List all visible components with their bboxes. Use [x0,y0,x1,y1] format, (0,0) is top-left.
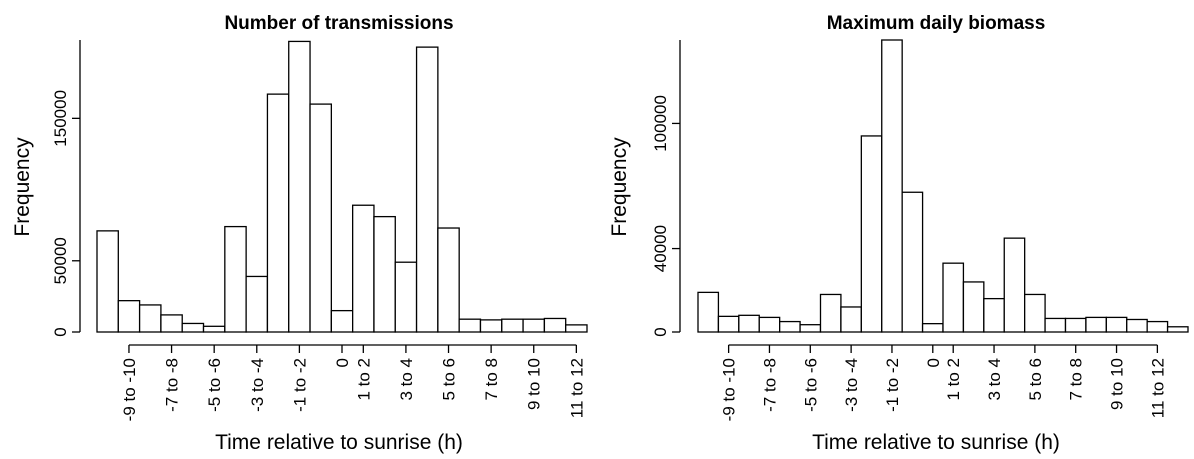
bar [962,281,985,333]
bar [288,40,311,333]
y-tick-label: 100000 [651,95,670,152]
bar [901,191,924,333]
x-axis-label: Time relative to sunrise (h) [215,431,463,454]
bar [224,225,247,333]
y-tick-label: 40000 [651,225,670,272]
bar [697,291,720,333]
bar [202,325,226,333]
bar [799,324,822,333]
x-tick-label: -5 to -6 [801,358,820,412]
bar [479,319,503,333]
bar [1166,326,1189,333]
bar [1146,320,1169,333]
chart-panel-transmissions: Number of transmissions Time relative to… [11,13,588,454]
x-tick-label: -9 to -10 [720,358,739,421]
x-tick-label: 0 [924,358,943,367]
x-tick-label: 3 to 4 [985,358,1004,401]
bar [117,300,141,333]
x-tick-label: -5 to -6 [205,358,224,412]
bar [1044,317,1067,333]
bar [942,262,965,333]
y-tick-label: 0 [51,327,70,336]
bar [373,215,396,333]
bar [181,322,205,333]
bar [160,314,183,333]
x-tick-label: -1 to -2 [883,358,902,412]
bar [1126,318,1148,333]
y-axis-label: Frequency [608,137,631,237]
bar [881,39,903,333]
x-tick-label: -3 to -4 [842,358,861,412]
x-tick-label: 11 to 12 [567,358,586,418]
bars [697,39,1189,333]
y-axis: 0 50000 150000 [51,40,81,337]
bar [138,304,162,333]
x-tick-label: 9 to 10 [1108,358,1127,410]
bar [330,309,354,333]
y-axis-label: Frequency [11,137,34,237]
bar [1024,293,1046,333]
x-tick-label: -7 to -8 [760,358,779,412]
chart-panel-biomass: Maximum daily biomass Time relative to s… [608,13,1189,454]
x-tick-label: -9 to -10 [120,358,139,421]
x-tick-label: 3 to 4 [397,358,416,401]
bar [309,103,332,333]
y-tick-label: 150000 [51,90,70,147]
x-axis-label: Time relative to sunrise (h) [812,431,1060,454]
x-tick-label: 7 to 8 [1067,358,1086,401]
bar [779,320,801,333]
bars [96,40,588,333]
bar [840,306,862,333]
x-tick-label: 11 to 12 [1148,358,1167,418]
bar [1064,317,1087,333]
bar [860,135,883,333]
x-tick-label: 5 to 6 [1026,358,1045,401]
x-axis: -9 to -10 -7 to -8 -5 to -6 -3 to -4 -1 to -… [120,344,586,421]
x-axis: -9 to -10 -7 to -8 -5 to -6 -3 to -4 -1 to -… [720,344,1167,421]
bar [352,204,375,333]
y-tick-label: 50000 [51,237,70,284]
x-tick-label: 1 to 2 [354,358,373,401]
chart-title: Number of transmissions [224,13,453,34]
bar [266,93,290,333]
x-tick-label: 7 to 8 [482,358,501,401]
bar [245,275,269,333]
x-tick-label: 5 to 6 [440,358,459,401]
x-tick-label: -3 to -4 [248,358,267,412]
x-tick-label: 1 to 2 [944,358,963,401]
bar [501,318,524,333]
bar [96,230,119,333]
bar [543,317,567,333]
bar [717,315,740,333]
y-tick-label: 0 [651,327,670,336]
y-axis: 0 40000 100000 [651,40,681,337]
bar [437,227,460,333]
bar [394,261,418,333]
bar [458,318,482,333]
bar [1085,316,1107,333]
bar [738,314,760,333]
bar [415,46,439,333]
chart-title: Maximum daily biomass [827,13,1046,34]
bar [819,293,842,333]
x-tick-label: 0 [333,358,352,367]
bar [983,297,1005,333]
bar [522,318,546,333]
bar [1003,237,1026,333]
bar [921,323,944,333]
bar [1105,316,1128,333]
x-tick-label: -1 to -2 [290,358,309,412]
x-tick-label: -7 to -8 [163,358,182,412]
bar [758,316,781,333]
bar [565,324,588,333]
x-tick-label: 9 to 10 [525,358,544,410]
